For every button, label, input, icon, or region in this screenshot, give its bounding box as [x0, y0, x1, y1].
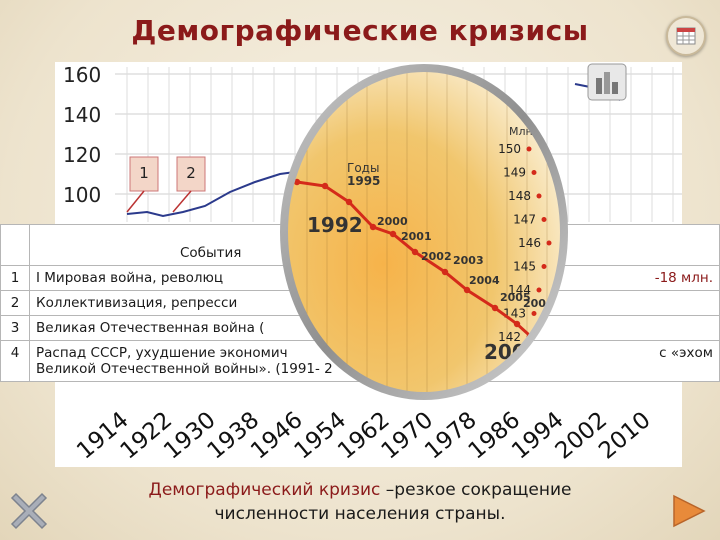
crisis-marker-1: 1: [126, 156, 159, 213]
magnifier-year-label: 2001: [401, 230, 432, 243]
chart-icon[interactable]: [587, 63, 627, 101]
row-number: 4: [0, 340, 30, 382]
magnifier-y-label: 147: [513, 213, 536, 227]
magnifier-data-point: [441, 268, 449, 276]
magnifier-y-label: 150: [498, 142, 521, 156]
magnifier-data-point: [535, 340, 543, 348]
definition-line2: численности населения страны.: [214, 504, 506, 524]
magnifier-dots: [526, 146, 552, 340]
magnifier-year-label: 2000: [377, 215, 408, 228]
row-tail: -18 млн.: [654, 270, 713, 286]
row-text: Коллективизация, репресси: [36, 295, 238, 311]
magnifier-year-label: 2003: [453, 254, 484, 267]
magnifier-axis-dot: [536, 193, 542, 199]
row-text: Великая Отечественная война (: [36, 320, 265, 336]
y-tick-label: 160: [63, 63, 101, 87]
magnifier-axis-dot: [536, 287, 542, 293]
magnifier-lens: [288, 72, 560, 392]
magnifier-year-label: 1995: [347, 174, 380, 188]
magnifier-y-label: 149: [503, 166, 526, 180]
magnifier-axis-dot: [531, 311, 537, 316]
table-header-label: События: [180, 245, 242, 261]
magnifier-data-point: [345, 198, 353, 206]
magnifier-data-point: [491, 304, 499, 312]
magnifier-y-label: 146: [518, 236, 541, 250]
y-tick-label: 120: [63, 143, 101, 167]
definition-term: Демографический кризис: [148, 480, 381, 500]
y-tick-labels: 160 140 120 100: [63, 63, 101, 207]
slide-title: Демографические кризисы: [131, 14, 589, 47]
magnifier-axis-dot: [546, 240, 552, 246]
magnifier-year-label: 2002: [421, 250, 452, 263]
crisis-marker-label: 1: [139, 164, 149, 182]
magnifier-y-label: 148: [508, 189, 531, 203]
y-tick-label: 100: [63, 183, 101, 207]
magnifier-y-label: 142: [498, 330, 521, 344]
row-text: I Мировая война, революц: [36, 270, 224, 286]
years-label: Годы: [347, 161, 379, 175]
population-series-line: [126, 171, 296, 218]
row-number: 1: [0, 265, 30, 291]
next-arrow-icon[interactable]: [668, 490, 710, 532]
table-icon[interactable]: [666, 16, 706, 56]
row-number: 2: [0, 290, 30, 316]
crisis-marker-2: 2: [172, 156, 206, 213]
table-cell: [0, 224, 30, 266]
row-tail: с «эхом: [659, 345, 713, 361]
magnifier-data-point: [293, 178, 301, 186]
magnifier-data-point: [321, 182, 329, 190]
magnifier-data-point: [369, 223, 377, 231]
magnifier-axis-dot: [541, 264, 547, 269]
magnifier-year-label: 1992: [307, 213, 363, 237]
magnifier-axis-dot: [531, 170, 537, 175]
magnifier-zoom: Млн чел. Годы 15014914814714614514414314…: [280, 64, 568, 400]
magnifier-data-point: [411, 248, 419, 256]
crisis-marker-label: 2: [186, 164, 196, 182]
row-number: 3: [0, 315, 30, 341]
row-text-line2: Великой Отечественной войны». (1991- 2: [36, 361, 333, 377]
magnifier-data-point: [513, 320, 521, 328]
definition-text: Демографический кризис –резкое сокращени…: [80, 478, 640, 526]
row-text: Распад СССР, ухудшение экономич: [36, 345, 288, 361]
magnifier-axis-dot: [541, 217, 547, 222]
magnifier-y-label: 144: [508, 283, 531, 297]
magnifier-y-label: 145: [513, 260, 536, 274]
magnifier-axis-dot: [526, 146, 532, 152]
magnifier-data-point: [463, 286, 471, 294]
magnifier-year-label: 2005: [500, 291, 531, 304]
definition-body: –резкое сокращение: [380, 480, 572, 500]
close-icon[interactable]: [8, 490, 50, 532]
y-tick-label: 140: [63, 103, 101, 127]
magnifier-year-label: 2004: [469, 274, 500, 287]
magnifier-data-point: [389, 230, 397, 238]
